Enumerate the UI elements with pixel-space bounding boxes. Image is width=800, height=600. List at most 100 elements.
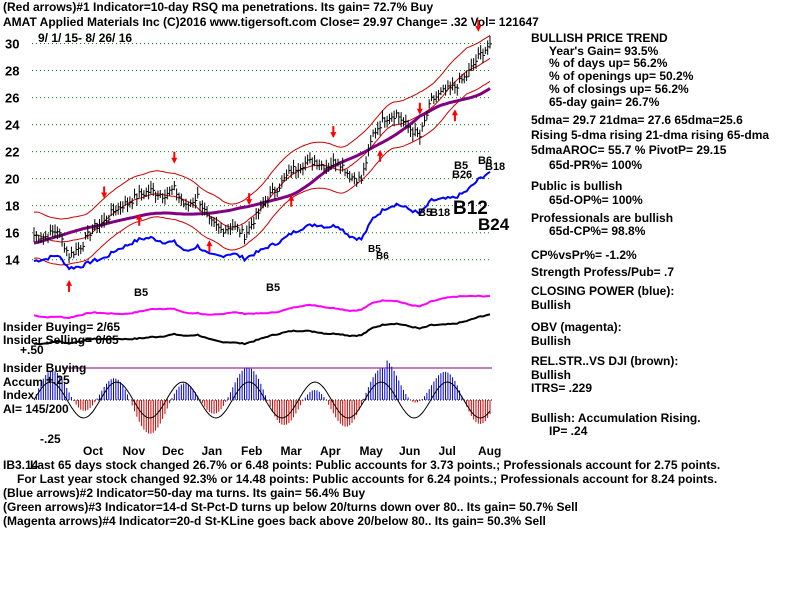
panel-cp: 65d-CP%= 98.8% — [549, 224, 646, 238]
ai-value: AI= 145/200 — [3, 402, 69, 416]
panel-openings-up: % of openings up= 50.2% — [549, 69, 694, 83]
relstr-line — [33, 313, 491, 346]
price-bars — [33, 35, 492, 264]
accum-minus25: -.25 — [40, 432, 61, 446]
label-b5-4: B5 — [454, 160, 469, 172]
panel-closing-power-value: Bullish — [531, 298, 572, 312]
ma65-line — [33, 87, 491, 245]
sell-arrow — [171, 151, 178, 164]
x-tick-label: Apr — [320, 444, 341, 458]
label-b5-2: B5 — [266, 282, 281, 294]
x-tick-label: Jan — [202, 444, 223, 458]
y-tick-label: 18 — [5, 199, 19, 214]
x-tick-label: Oct — [83, 444, 103, 458]
y-tick-label: 22 — [5, 145, 19, 160]
label-b5-3: B5 — [368, 244, 381, 255]
panel-relstr-title: REL.STR..VS DJI (brown): — [531, 354, 679, 368]
footer-line-2: For Last year stock changed 92.3% or 14.… — [17, 472, 718, 486]
x-tick-label: May — [360, 444, 384, 458]
buy-arrow — [66, 279, 73, 292]
label-b12: B12 — [453, 198, 488, 219]
sell-arrow — [475, 19, 482, 32]
y-tick-label: 16 — [5, 226, 19, 241]
chart-tick-labels: 14 16 18 20 22 24 26 28 30 Oct Nov Dec Jan Feb Mar Apr M… — [5, 37, 501, 458]
buy-arrow — [288, 194, 295, 207]
y-tick-label: 26 — [5, 91, 19, 106]
panel-itrs: ITRS= .229 — [531, 381, 593, 395]
sell-arrow — [246, 193, 253, 206]
footer-line-5: (Magenta arrows)#4 Indicator=20-d St-KLi… — [3, 514, 546, 528]
label-b24: B24 — [478, 215, 510, 234]
panel-closings-up: % of closings up= 56.2% — [549, 82, 689, 96]
panel-dma: 5dma= 29.7 21dma= 27.6 65dma=25.6 — [531, 113, 743, 127]
accum-plus25: +.25 — [46, 373, 70, 387]
x-tick-label: Dec — [162, 444, 184, 458]
ma21-line — [33, 57, 491, 243]
y-tick-label: 28 — [5, 64, 19, 79]
buy-arrow — [206, 240, 213, 253]
panel-accum: Bullish: Accumulation Rising. — [531, 411, 701, 425]
sell-arrow — [330, 126, 337, 139]
panel-65day-gain: 65-day gain= 26.7% — [549, 95, 660, 109]
obv-line — [33, 294, 491, 320]
x-tick-label: Nov — [123, 444, 146, 458]
label-b26: B26 — [452, 169, 473, 181]
label-b6-2: B6 — [478, 155, 493, 167]
panel-strength: Strength Profess/Pub= .7 — [531, 265, 675, 279]
lower-band-line — [33, 80, 491, 266]
panel-cpvspr: CP%vsPr%= -1.2% — [531, 248, 637, 262]
insider-selling: Insider Selling= 0/65 — [3, 333, 119, 347]
header-line-2: AMAT Applied Materials Inc (C)2016 www.t… — [3, 15, 539, 29]
buy-arrow — [377, 149, 384, 162]
signal-arrows — [66, 19, 482, 292]
accum-ma-line — [33, 381, 491, 419]
buy-arrow — [136, 213, 143, 226]
date-range: 9/ 1/ 15- 8/ 26/ 16 — [38, 31, 133, 45]
x-tick-label: Feb — [241, 444, 262, 458]
x-tick-label: Jun — [399, 444, 420, 458]
y-tick-label: 20 — [5, 172, 19, 187]
label-b6: B6 — [376, 251, 389, 262]
y-tick-label: 14 — [5, 253, 20, 268]
panel-aroc: 5dmaAROC= 55.7 % PivotP= 29.15 — [531, 143, 727, 157]
sell-arrow — [416, 102, 423, 115]
footer-line-1: Last 65 days stock changed 26.7% or 6.48… — [30, 458, 721, 472]
panel-op: 65d-OP%= 100% — [549, 193, 643, 207]
x-tick-label: Mar — [281, 444, 303, 458]
accum-plus50: +.50 — [20, 343, 44, 357]
chart-lines — [33, 34, 491, 419]
label-b5-6: B18 — [430, 207, 451, 219]
y-tick-label: 30 — [5, 37, 19, 52]
panel-rising: Rising 5-dma rising 21-dma rising 65-dma — [531, 128, 770, 142]
panel-public: Public is bullish — [531, 179, 623, 193]
panel-years-gain: Year's Gain= 93.5% — [549, 44, 659, 58]
panel-obv-value: Bullish — [531, 334, 572, 348]
footer-overlay: IB3.14 — [3, 458, 39, 472]
panel-professionals: Professionals are bullish — [531, 211, 674, 225]
panel-pr: 65d-PR%= 100% — [549, 158, 643, 172]
panel-obv-title: OBV (magenta): — [531, 320, 622, 334]
footer-line-4: (Green arrows)#3 Indicator=14-d St-Pct-D… — [3, 500, 578, 514]
panel-relstr-value: Bullish — [531, 368, 572, 382]
label-b5-1: B5 — [134, 287, 149, 299]
index-label: Index — [3, 388, 35, 402]
insider-buying-top: Insider Buying= 2/65 — [3, 320, 121, 334]
footer-line-3: (Blue arrows)#2 Indicator=50-day ma turn… — [3, 486, 366, 500]
header-line-1: (Red arrows)#1 Indicator=10-day RSQ ma p… — [3, 0, 434, 14]
panel-closing-power-title: CLOSING POWER (blue): — [531, 284, 675, 298]
label-b18: B18 — [485, 161, 506, 173]
label-b5-5: B5 — [418, 207, 433, 219]
accum-label: Accum — [3, 375, 44, 389]
closing-power-line — [33, 170, 491, 271]
panel-ip: IP= .24 — [549, 424, 588, 438]
panel-days-up: % of days up= 56.2% — [549, 56, 668, 70]
chart-grid — [32, 43, 492, 401]
insider-buying-bottom: Insider Buying — [3, 361, 87, 375]
x-tick-label: Aug — [478, 444, 501, 458]
x-tick-label: Jul — [439, 444, 456, 458]
panel-title: BULLISH PRICE TREND — [531, 31, 668, 45]
buy-arrow — [451, 109, 458, 122]
upper-band-line — [33, 34, 491, 220]
sell-arrow — [101, 186, 108, 199]
